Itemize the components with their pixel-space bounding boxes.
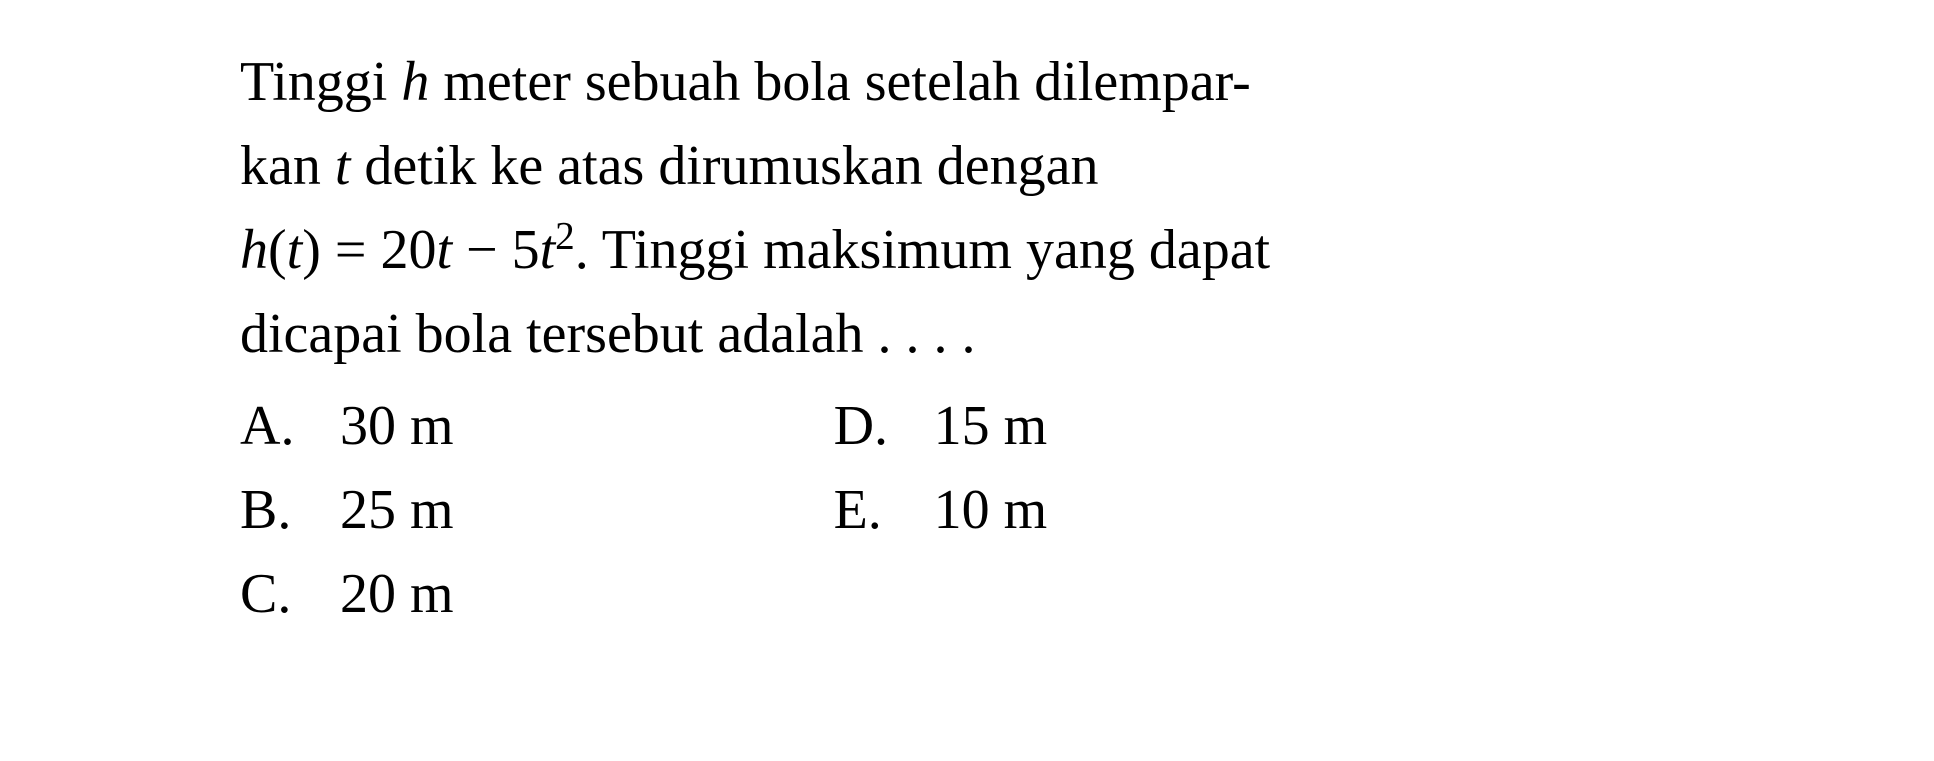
text-segment: Tinggi — [240, 51, 401, 113]
question-container: Tinggi h meter sebuah bola setelah dilem… — [60, 40, 1860, 636]
answer-option-c: C. 20 m — [240, 552, 454, 636]
answer-label: E. — [834, 468, 934, 552]
variable-h: h — [401, 51, 429, 113]
answer-option-b: B. 25 m — [240, 468, 454, 552]
answer-option-a: A. 30 m — [240, 384, 454, 468]
text-segment: meter sebuah bola setelah dilempar- — [429, 51, 1250, 113]
answer-label: D. — [834, 384, 934, 468]
answer-option-d: D. 15 m — [834, 384, 1048, 468]
text-segment: − 5 — [452, 219, 540, 281]
answer-value: 15 m — [934, 384, 1048, 468]
answers-container: A. 30 m B. 25 m C. 20 m D. 15 m E. 10 m — [240, 384, 1860, 636]
answer-option-e: E. 10 m — [834, 468, 1048, 552]
answer-value: 30 m — [340, 384, 454, 468]
text-segment: . Tinggi maksimum yang dapat — [575, 219, 1270, 281]
question-text: Tinggi h meter sebuah bola setelah dilem… — [240, 40, 1860, 376]
answer-value: 10 m — [934, 468, 1048, 552]
answer-value: 20 m — [340, 552, 454, 636]
answer-label: C. — [240, 552, 340, 636]
text-segment: ( — [268, 219, 287, 281]
exponent: 2 — [555, 214, 575, 257]
variable-t: t — [540, 219, 556, 281]
text-segment: detik ke atas dirumuskan dengan — [350, 135, 1098, 197]
answer-column-right: D. 15 m E. 10 m — [834, 384, 1048, 636]
answer-value: 25 m — [340, 468, 454, 552]
text-segment: ) = 20 — [302, 219, 436, 281]
variable-t: t — [436, 219, 452, 281]
text-segment: dicapai bola tersebut adalah . . . . — [240, 303, 976, 365]
function-h: h — [240, 219, 268, 281]
variable-t: t — [287, 219, 303, 281]
answer-label: B. — [240, 468, 340, 552]
answer-label: A. — [240, 384, 340, 468]
text-segment: kan — [240, 135, 335, 197]
variable-t: t — [335, 135, 351, 197]
answer-column-left: A. 30 m B. 25 m C. 20 m — [240, 384, 454, 636]
